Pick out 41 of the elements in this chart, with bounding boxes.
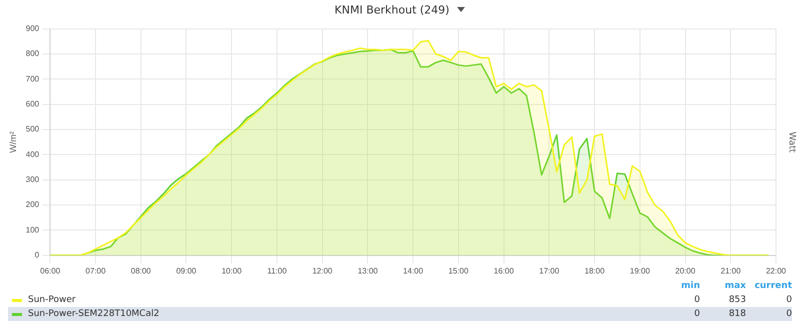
- x-tick-label: 19:00: [630, 266, 650, 276]
- text: 818: [728, 309, 746, 319]
- x-tick-label: 09:00: [176, 266, 197, 276]
- y-axis-title: W/m²: [8, 131, 18, 153]
- legend-label: Sun-Power-SEM228T10MCal2: [28, 309, 160, 319]
- text: max: [724, 281, 746, 291]
- x-tick-label: 16:00: [494, 266, 514, 276]
- x-tick-label: 11:00: [267, 266, 288, 276]
- y2-axis-title: Watt: [786, 132, 797, 154]
- x-tick-label: 15:00: [448, 266, 469, 276]
- x-tick-label: 18:00: [584, 266, 606, 276]
- x-tick-label: 20:00: [675, 266, 696, 276]
- text: 0: [693, 309, 700, 319]
- y-tick-label: 400: [26, 150, 40, 159]
- text: 0: [785, 309, 792, 319]
- text: current: [754, 281, 792, 291]
- legend-label: Sun-Power: [28, 295, 77, 305]
- text: 0: [693, 295, 700, 305]
- x-tick-label: 10:00: [222, 266, 242, 276]
- y-tick-label: 800: [26, 49, 40, 58]
- y-tick-label: 700: [26, 74, 40, 84]
- text: min: [680, 281, 700, 291]
- x-tick-label: 22:00: [766, 266, 787, 276]
- y-tick-label: 100: [26, 225, 40, 234]
- x-tick-label: 14:00: [403, 266, 424, 276]
- x-tick-label: 17:00: [539, 266, 560, 276]
- y-tick-label: 300: [26, 175, 40, 184]
- y-tick-label: 500: [26, 124, 40, 134]
- chart-title: KNMI Berkhout (249): [334, 3, 450, 16]
- x-tick-label: 08:00: [130, 266, 152, 276]
- x-tick-label: 06:00: [40, 266, 61, 276]
- x-tick-label: 13:00: [358, 266, 378, 276]
- y-tick-label: 900: [26, 24, 40, 34]
- text: 853: [728, 295, 746, 305]
- y-tick-label: 600: [26, 100, 40, 109]
- x-tick-label: 07:00: [86, 266, 106, 276]
- y-tick-label: 0: [34, 250, 40, 260]
- x-tick-label: 21:00: [720, 266, 742, 276]
- y-tick-label: 200: [26, 200, 40, 210]
- text: 0: [785, 295, 792, 305]
- x-tick-label: 12:00: [312, 266, 333, 276]
